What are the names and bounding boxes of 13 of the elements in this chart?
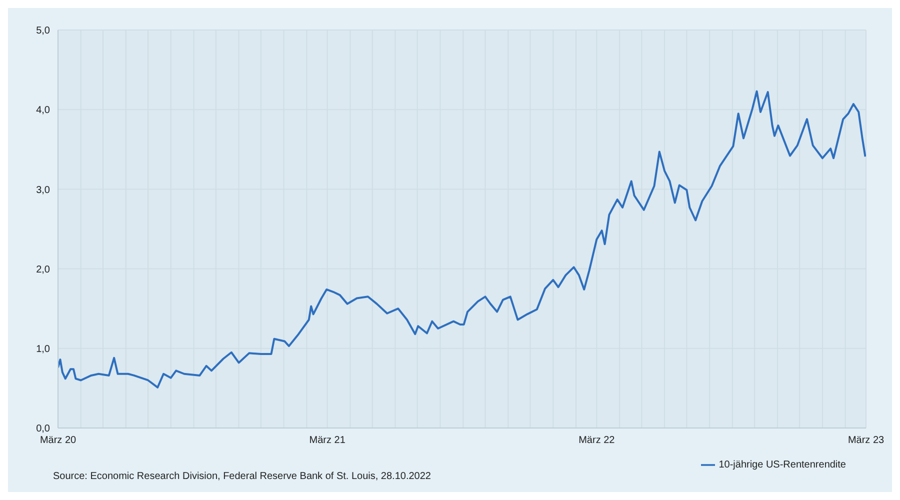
y-tick-label: 2,0 xyxy=(36,264,50,276)
line-series xyxy=(58,90,866,388)
y-tick-label: 0,0 xyxy=(36,424,50,435)
x-tick-label: März 21 xyxy=(309,435,346,446)
y-tick-label: 1,0 xyxy=(36,344,50,355)
legend-label: 10-jährige US-Rentenrendite xyxy=(718,460,846,471)
x-tick-label: März 23 xyxy=(848,435,884,446)
x-tick-label: März 22 xyxy=(578,435,616,446)
y-tick-label: 3,0 xyxy=(36,184,50,196)
y-tick-label: 4,0 xyxy=(36,105,50,116)
y-tick-label: 5,0 xyxy=(36,26,50,37)
source-note: Source: Economic Research Division, Federal Reserve Bank of St. Louis, 28.10.2022 xyxy=(53,471,431,482)
x-tick-label: März 20 xyxy=(40,435,76,446)
